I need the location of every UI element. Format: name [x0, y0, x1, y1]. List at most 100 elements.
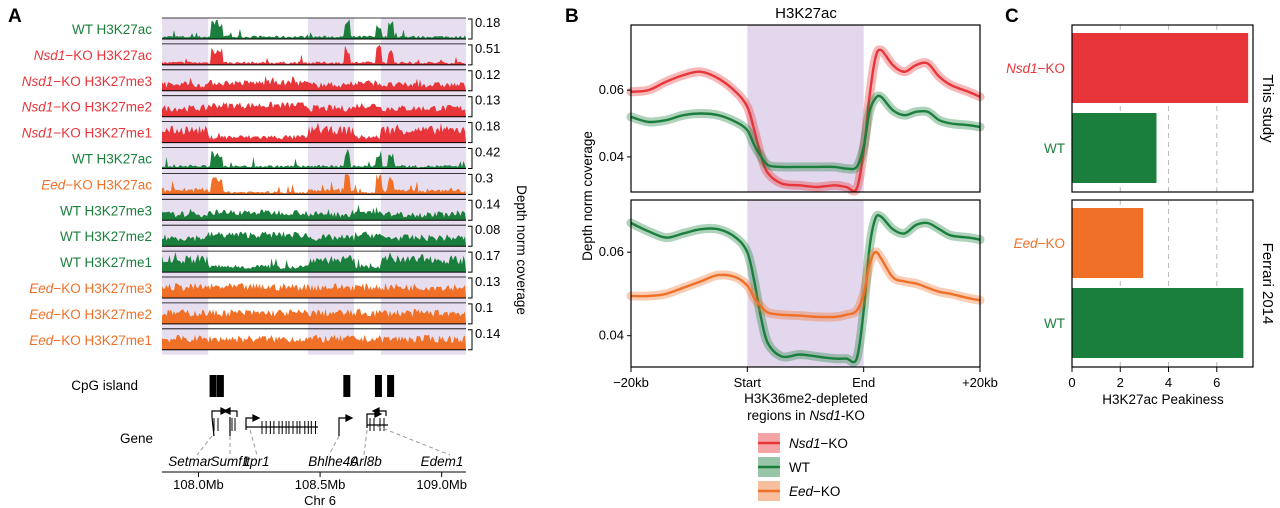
gene-name: Itpr1 — [242, 454, 269, 469]
bar-category-label: Nsd1−KO — [1006, 61, 1065, 76]
panel-a-letter: A — [8, 6, 22, 27]
shaded-region — [380, 18, 466, 355]
scale-bracket — [468, 70, 473, 92]
track-label: Eed−KO H3K27me1 — [29, 333, 152, 348]
legend-label-gene: Eed — [789, 484, 814, 499]
track-label: Nsd1−KO H3K27me2 — [22, 100, 152, 115]
coverage-track: Nsd1−KO H3K27me1 0.18 — [22, 119, 500, 144]
coverage-area — [162, 44, 466, 65]
track-scale-value: 0.13 — [475, 274, 500, 289]
coverage-area — [162, 19, 466, 39]
x-tick-label: 6 — [1213, 375, 1220, 390]
track-label-genotype: −KO — [53, 126, 80, 141]
cpg-island-mark — [209, 375, 217, 397]
genomic-axis: 108.0Mb 108.5Mb 109.0Mb Chr 6 — [162, 471, 467, 508]
genomic-axis-tick-label: 109.0Mb — [416, 477, 467, 492]
coverage-area — [162, 231, 466, 247]
bar-category-label: Eed−KO — [1014, 236, 1065, 251]
bar-category-label: WT — [1044, 316, 1065, 331]
scale-bracket — [468, 251, 473, 273]
bar-label-suffix: −KO — [1038, 61, 1065, 76]
panel-b-letter: B — [565, 6, 579, 27]
track-label-genotype: −KO — [53, 307, 80, 322]
legend-label-gene: Nsd1 — [789, 436, 821, 451]
coverage-area — [162, 252, 466, 273]
track-label-genotype: WT — [60, 255, 81, 270]
track-label-mark: H3K27me3 — [81, 203, 152, 218]
track-label-mark: H3K27me3 — [81, 74, 152, 89]
track-label-gene: Nsd1 — [22, 74, 54, 89]
shaded-region — [162, 18, 209, 355]
peakiness-bar — [1072, 288, 1244, 358]
panel-a-y-axis-label: Depth norm coverage — [514, 185, 529, 315]
gene-name: Edem1 — [421, 454, 464, 469]
scale-bracket — [468, 122, 473, 144]
gene-name: Arl8b — [349, 454, 382, 469]
metaprofile-plots: 0.06 0.04 0.06 0.04 −20kb Start End +20kb — [599, 24, 998, 390]
coverage-track: WT H3K27ac 0.42 — [72, 145, 500, 169]
cpg-island-mark — [387, 375, 395, 397]
facet-label: This study — [1259, 74, 1276, 143]
gene-leader-lines — [196, 425, 451, 456]
scale-bracket — [468, 148, 473, 169]
facet-frame — [1071, 24, 1254, 193]
gene-name: Setmar — [168, 454, 212, 469]
facet-frame — [1071, 199, 1254, 368]
track-scale-value: 0.51 — [475, 41, 500, 56]
peakiness-bar — [1072, 113, 1157, 183]
bar-label-gene: Eed — [1014, 236, 1039, 251]
track-label-mark: H3K27me3 — [81, 281, 152, 296]
panel-b-x-axis-label-line2: regions in Nsd1-KO — [747, 408, 865, 423]
coverage-area — [162, 334, 466, 350]
panel-b: B H3K27ac Depth norm coverage 0.060.040.… — [565, 5, 998, 501]
track-label-gene: Eed — [29, 333, 54, 348]
coverage-track: WT H3K27me3 0.14 — [60, 196, 500, 221]
coverage-area — [162, 148, 466, 169]
gene-track-label: Gene — [120, 431, 153, 446]
track-label-genotype: −KO — [53, 281, 80, 296]
track-scale-value: 0.08 — [475, 222, 500, 237]
track-scale-value: 0.42 — [475, 145, 500, 160]
track-label: WT H3K27me2 — [60, 229, 152, 244]
scale-bracket — [468, 225, 473, 247]
scale-bracket — [468, 44, 473, 66]
y-tick-label: 0.04 — [599, 149, 624, 164]
track-scale-value: 0.14 — [475, 326, 500, 341]
track-label: Eed−KO H3K27me3 — [29, 281, 152, 296]
y-tick-label: 0.04 — [599, 328, 624, 343]
cpg-island-mark — [374, 375, 382, 397]
plot-frame — [630, 24, 981, 193]
coverage-track: WT H3K27me1 0.17 — [60, 248, 500, 273]
cpg-island-mark — [216, 375, 224, 397]
track-label-genotype: −KO — [65, 48, 92, 63]
genomic-axis-tick-label: 108.5Mb — [295, 477, 346, 492]
scale-bracket — [468, 173, 473, 195]
track-label: WT H3K27me3 — [60, 203, 152, 218]
track-label-mark: H3K27me1 — [81, 126, 152, 141]
legend-label: Nsd1−KO — [789, 436, 848, 451]
gene-track: Gene — [120, 407, 464, 469]
scale-bracket — [468, 329, 473, 351]
track-label-mark: H3K27ac — [93, 177, 153, 192]
track-scale-value: 0.13 — [475, 93, 500, 108]
shaded-regions — [162, 18, 466, 355]
track-label-mark: H3K27me2 — [81, 100, 152, 115]
coverage-track: Eed−KO H3K27me2 0.1 — [29, 300, 493, 325]
track-label: WT H3K27me1 — [60, 255, 152, 270]
gene-name: Bhlhe40 — [308, 454, 358, 469]
cpg-island-label: CpG island — [71, 378, 138, 393]
coverage-track: WT H3K27ac 0.18 — [72, 15, 500, 40]
genomic-axis-tick-label: 108.0Mb — [173, 477, 224, 492]
bar-label-suffix: WT — [1044, 141, 1065, 156]
bar-label-suffix: −KO — [1038, 236, 1065, 251]
track-label-genotype: −KO — [53, 74, 80, 89]
bar-label-suffix: WT — [1044, 316, 1065, 331]
cpg-island-track: CpG island — [71, 375, 395, 397]
track-label-mark: H3K27ac — [93, 152, 153, 167]
track-scale-value: 0.12 — [475, 67, 500, 82]
coverage-track: Nsd1−KO H3K27ac 0.51 — [34, 41, 500, 66]
coverage-track: Eed−KO H3K27ac 0.3 — [41, 170, 493, 195]
coverage-area — [162, 283, 466, 298]
